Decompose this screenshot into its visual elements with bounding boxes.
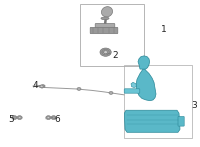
Ellipse shape: [101, 17, 109, 20]
FancyBboxPatch shape: [95, 24, 115, 29]
FancyBboxPatch shape: [90, 27, 118, 34]
Ellipse shape: [101, 7, 113, 17]
Text: 4: 4: [32, 81, 38, 91]
Text: 3: 3: [191, 101, 197, 110]
Bar: [124, 65, 192, 138]
Circle shape: [51, 116, 56, 120]
Polygon shape: [131, 82, 136, 87]
Bar: [80, 4, 144, 66]
Polygon shape: [138, 56, 150, 69]
Text: 6: 6: [54, 115, 60, 124]
Text: 2: 2: [112, 51, 118, 60]
Circle shape: [12, 116, 17, 120]
Text: 5: 5: [8, 115, 14, 124]
Polygon shape: [124, 110, 180, 132]
Circle shape: [47, 117, 50, 119]
Circle shape: [17, 116, 22, 120]
Circle shape: [77, 87, 81, 90]
Polygon shape: [39, 85, 45, 88]
Circle shape: [40, 85, 43, 87]
Circle shape: [52, 117, 55, 119]
Circle shape: [46, 116, 51, 120]
Circle shape: [102, 50, 109, 55]
Polygon shape: [136, 68, 156, 101]
Text: 1: 1: [161, 25, 167, 34]
Circle shape: [18, 117, 21, 119]
Circle shape: [13, 117, 16, 119]
Circle shape: [100, 48, 111, 56]
FancyBboxPatch shape: [178, 116, 184, 126]
Circle shape: [109, 91, 113, 94]
FancyBboxPatch shape: [124, 89, 140, 93]
Circle shape: [104, 51, 108, 54]
